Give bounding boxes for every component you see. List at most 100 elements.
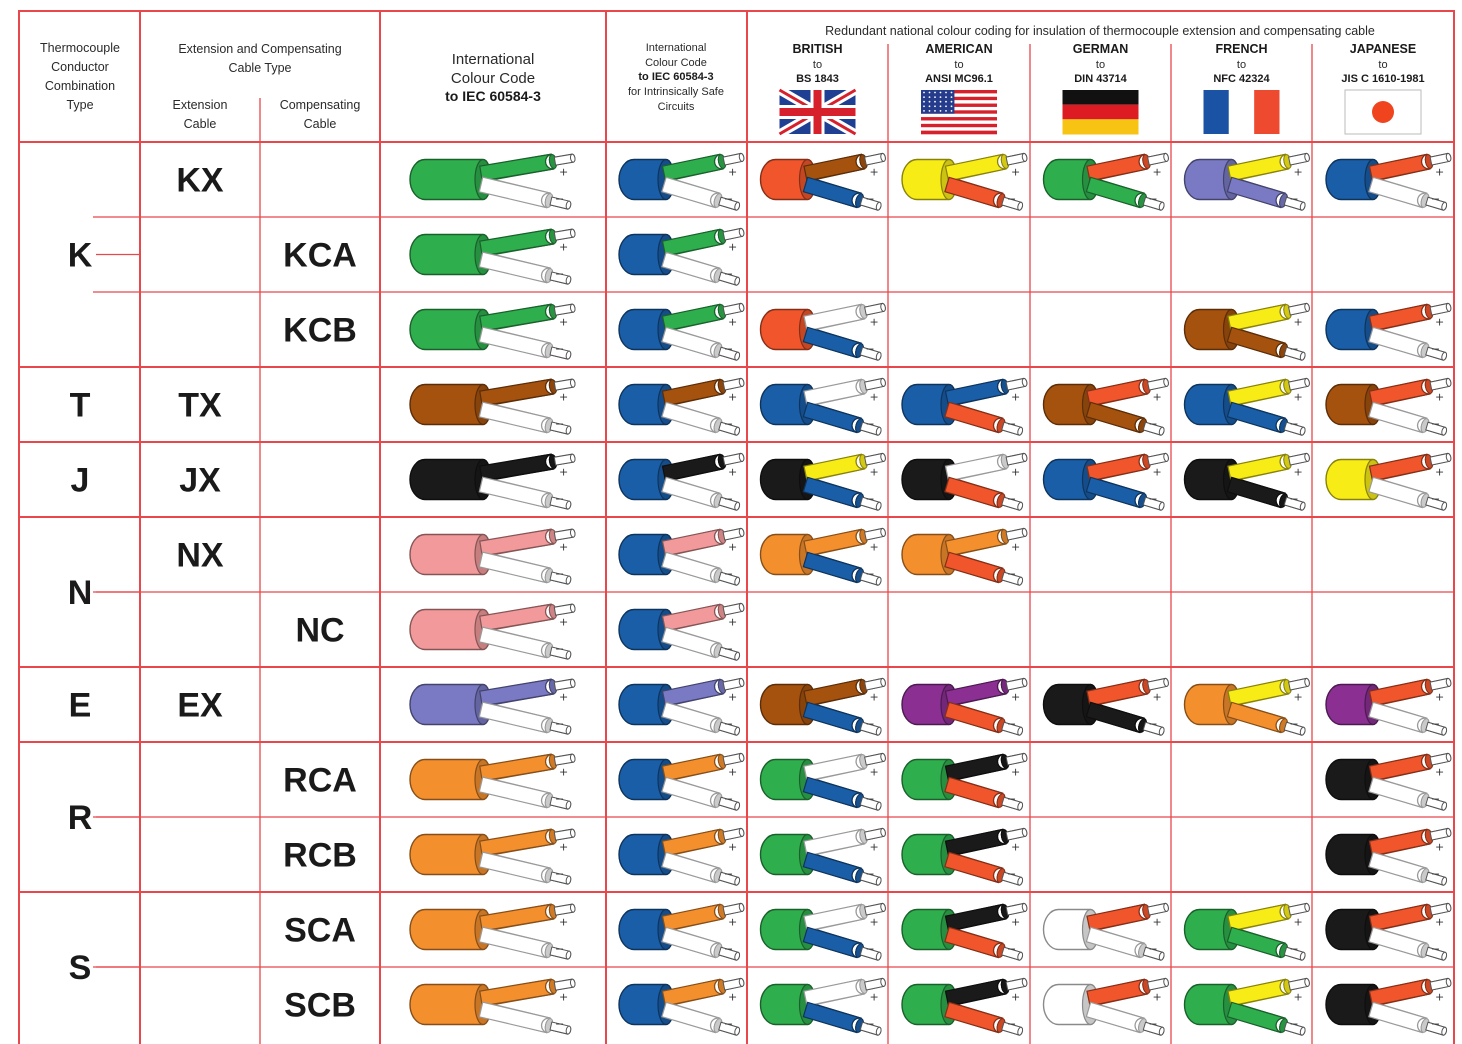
minus-sign: − — [724, 943, 733, 956]
minus-sign: − — [1149, 493, 1158, 506]
plus-sign: + — [728, 766, 737, 779]
plus-sign: + — [1294, 316, 1303, 329]
minus-sign: − — [1149, 193, 1158, 206]
plus-sign: + — [870, 991, 879, 1004]
plus-sign: + — [1153, 391, 1162, 404]
header-compensating-cable: Compensating — [280, 98, 361, 112]
plus-sign: + — [728, 391, 737, 404]
minus-sign: − — [1007, 568, 1016, 581]
iec-cable-icon: +− — [409, 753, 576, 810]
minus-sign: − — [1431, 868, 1440, 881]
header-is-colour-code: Circuits — [658, 101, 695, 113]
minus-sign: − — [1290, 343, 1299, 356]
national-cable-icon: +− — [759, 827, 886, 886]
header-iec-colour-code: Colour Code — [451, 70, 535, 87]
national-cable-icon: +− — [1042, 152, 1169, 211]
national-cable-icon: +− — [1183, 977, 1310, 1036]
plus-sign: + — [1435, 166, 1444, 179]
national-cable-icon: +− — [1325, 902, 1452, 961]
minus-sign: − — [724, 193, 733, 206]
country-name: FRENCH — [1215, 42, 1267, 56]
national-cable-icon: +− — [901, 452, 1028, 511]
minus-sign: − — [555, 268, 564, 281]
plus-sign: + — [728, 166, 737, 179]
plus-sign: + — [1435, 916, 1444, 929]
header-compensating-cable: Cable — [304, 117, 337, 131]
minus-sign: − — [866, 343, 875, 356]
plus-sign: + — [1153, 466, 1162, 479]
minus-sign: − — [724, 493, 733, 506]
extension-cable-code: TX — [178, 387, 222, 425]
iec-cable-icon: +− — [409, 828, 576, 885]
plus-sign: + — [728, 616, 737, 629]
national-cable-icon: +− — [759, 752, 886, 811]
plus-sign: + — [1153, 916, 1162, 929]
minus-sign: − — [555, 718, 564, 731]
compensating-cable-code: RCB — [283, 837, 357, 875]
national-cable-icon: +− — [901, 977, 1028, 1036]
national-cable-icon: +− — [901, 827, 1028, 886]
plus-sign: + — [1294, 466, 1303, 479]
plus-sign: + — [1011, 466, 1020, 479]
minus-sign: − — [555, 643, 564, 656]
is-cable-icon: +− — [618, 677, 745, 736]
plus-sign: + — [870, 466, 879, 479]
plus-sign: + — [559, 466, 568, 479]
national-cable-icon: +− — [759, 902, 886, 961]
national-cable-icon: +− — [1325, 827, 1452, 886]
minus-sign: − — [866, 568, 875, 581]
is-cable-icon: +− — [618, 977, 745, 1036]
national-cable-icon: +− — [1325, 152, 1452, 211]
country-to: to — [813, 59, 822, 71]
thermocouple-type: S — [69, 949, 92, 987]
plus-sign: + — [1435, 841, 1444, 854]
plus-sign: + — [1153, 991, 1162, 1004]
plus-sign: + — [1294, 991, 1303, 1004]
minus-sign: − — [1290, 1018, 1299, 1031]
minus-sign: − — [1007, 1018, 1016, 1031]
is-cable-icon: +− — [618, 527, 745, 586]
national-cable-icon: +− — [759, 977, 886, 1036]
country-to: to — [1378, 59, 1387, 71]
iec-cable-icon: +− — [409, 228, 576, 285]
iec-cable-icon: +− — [409, 978, 576, 1035]
plus-sign: + — [870, 916, 879, 929]
header-iec-colour-code: International — [452, 51, 535, 68]
header-thermocouple-type: Conductor — [51, 60, 109, 74]
minus-sign: − — [724, 1018, 733, 1031]
minus-sign: − — [1007, 718, 1016, 731]
is-cable-icon: +− — [618, 902, 745, 961]
header-national-title: Redundant national colour coding for ins… — [825, 24, 1375, 38]
national-cable-icon: +− — [1325, 452, 1452, 511]
minus-sign: − — [1290, 193, 1299, 206]
plus-sign: + — [1153, 691, 1162, 704]
iec-cable-icon: +− — [409, 453, 576, 510]
thermocouple-type: T — [70, 387, 91, 425]
plus-sign: + — [1011, 766, 1020, 779]
plus-sign: + — [1435, 466, 1444, 479]
table-border — [18, 10, 1455, 1044]
country-to: to — [1237, 59, 1246, 71]
minus-sign: − — [724, 343, 733, 356]
country-name: JAPANESE — [1350, 42, 1416, 56]
minus-sign: − — [1007, 493, 1016, 506]
national-cable-icon: +− — [759, 452, 886, 511]
header-cable-type: Cable Type — [228, 61, 291, 75]
plus-sign: + — [728, 691, 737, 704]
minus-sign: − — [1149, 418, 1158, 431]
plus-sign: + — [1294, 916, 1303, 929]
japan-flag — [1344, 89, 1422, 135]
minus-sign: − — [555, 793, 564, 806]
minus-sign: − — [1149, 1018, 1158, 1031]
minus-sign: − — [866, 1018, 875, 1031]
minus-sign: − — [555, 868, 564, 881]
header-extension-cable: Extension — [173, 98, 228, 112]
minus-sign: − — [1290, 943, 1299, 956]
minus-sign: − — [1431, 493, 1440, 506]
plus-sign: + — [728, 241, 737, 254]
minus-sign: − — [1431, 1018, 1440, 1031]
plus-sign: + — [1435, 766, 1444, 779]
plus-sign: + — [1294, 166, 1303, 179]
iec-cable-icon: +− — [409, 528, 576, 585]
country-standard: BS 1843 — [796, 73, 839, 85]
